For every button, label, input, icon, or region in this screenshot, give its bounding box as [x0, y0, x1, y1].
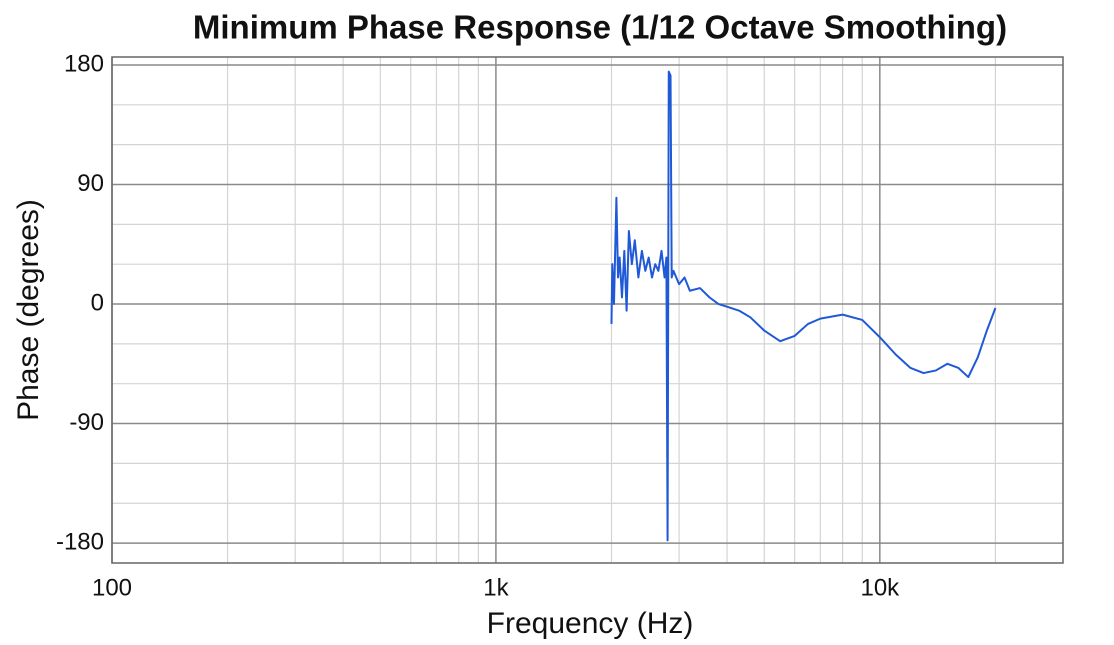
x-axis-label: Frequency (Hz) — [487, 607, 694, 640]
y-tick-label: -180 — [56, 528, 104, 555]
y-tick-label: -90 — [69, 409, 104, 436]
y-tick-label: 0 — [91, 289, 104, 316]
x-tick-label: 10k — [860, 574, 900, 601]
plot-frame — [111, 56, 1064, 564]
plot-background — [112, 57, 1063, 563]
data-line — [610, 70, 997, 542]
y-tick-label: 90 — [77, 170, 104, 197]
y-tick-label: 180 — [64, 50, 104, 77]
chart-title: Minimum Phase Response (1/12 Octave Smoo… — [193, 9, 1007, 46]
x-tick-label: 1k — [483, 574, 509, 601]
y-axis-label: Phase (degrees) — [12, 199, 45, 421]
x-tick-label: 100 — [92, 574, 132, 601]
